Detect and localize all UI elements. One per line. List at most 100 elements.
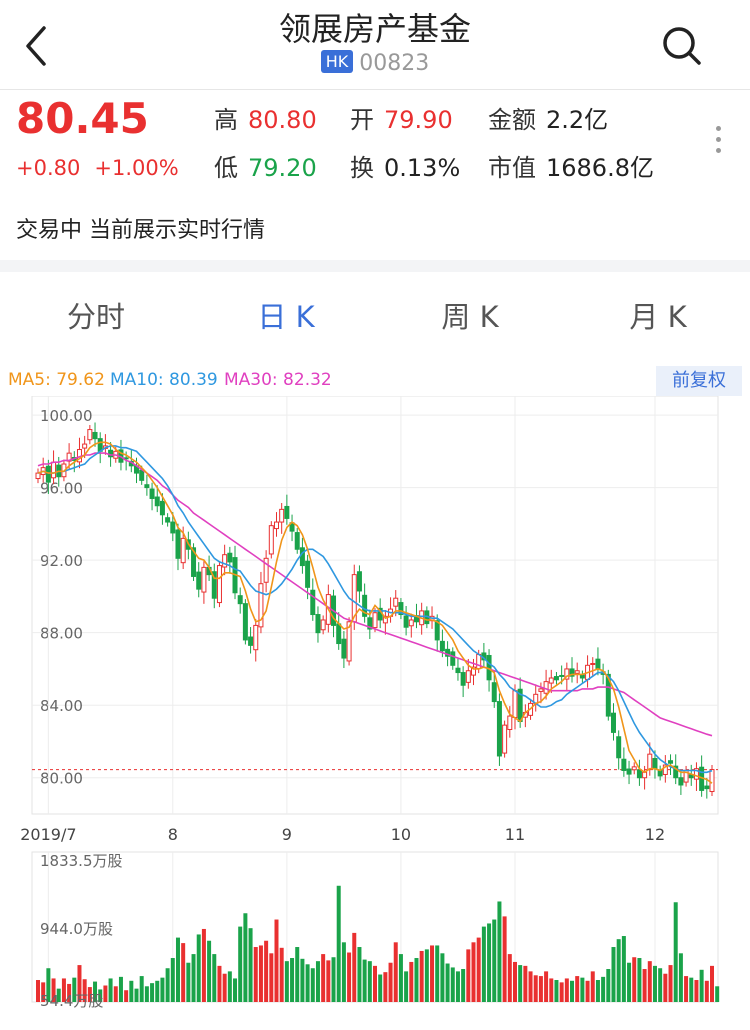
- candle-body: [315, 614, 321, 634]
- volume-bar: [36, 980, 40, 1002]
- candle-body: [538, 688, 544, 692]
- candle-body: [595, 658, 601, 670]
- open-stat: 开 79.90: [350, 106, 453, 134]
- volume-bar: [481, 926, 486, 1002]
- candle-body: [616, 736, 622, 759]
- tab-intraday[interactable]: 分时: [66, 300, 125, 334]
- candle-body: [284, 505, 290, 519]
- candle-body: [559, 674, 565, 677]
- volume-bar: [518, 965, 523, 1002]
- candle-body: [149, 488, 155, 499]
- volume-bar: [352, 932, 357, 1002]
- candle-body: [87, 429, 93, 441]
- candle-body: [548, 677, 554, 684]
- candle-body: [610, 712, 616, 733]
- volume-bar: [331, 957, 336, 1002]
- candle-body: [564, 668, 570, 680]
- candle-body: [170, 521, 176, 534]
- volume-bar: [373, 965, 377, 1002]
- candle-body: [403, 615, 409, 628]
- volume-bar: [487, 923, 492, 1002]
- x-tick-label: 10: [391, 825, 411, 844]
- volume-bar: [590, 971, 595, 1002]
- back-icon[interactable]: [18, 22, 58, 72]
- candle-body: [673, 765, 679, 779]
- volume-bar: [248, 928, 253, 1002]
- volume-bar: [191, 954, 196, 1002]
- volume-bar: [393, 942, 398, 1002]
- ma10-line: [37, 445, 713, 774]
- stock-name: 领展房产基金: [278, 10, 471, 48]
- volume-bar: [595, 980, 600, 1002]
- ma5-line: [37, 441, 713, 784]
- kline-chart[interactable]: 100.00 96.00 92.00 88.00 84.00 80.00 2019/7 8 9 1…: [0, 396, 750, 1030]
- candle-body: [211, 571, 217, 599]
- volume-bar: [155, 980, 160, 1002]
- volume-bar: [601, 976, 606, 1002]
- candle-body: [196, 571, 202, 590]
- volume-bar: [668, 965, 673, 1002]
- volume-bar: [512, 961, 517, 1002]
- candle-body: [159, 500, 165, 516]
- candle-body: [460, 672, 466, 686]
- candle-body: [507, 715, 513, 730]
- volume-bar: [450, 967, 455, 1002]
- candle-body: [346, 621, 352, 662]
- ma30-line: [37, 452, 713, 737]
- adjust-button[interactable]: 前复权: [656, 366, 742, 396]
- y-tick-label: 88.00: [40, 625, 83, 643]
- volume-bar: [238, 926, 243, 1002]
- candle-body: [678, 777, 684, 786]
- candle-body: [144, 484, 150, 489]
- candle-body: [248, 636, 254, 646]
- candle-body: [553, 676, 559, 681]
- candle-body: [268, 525, 274, 555]
- volume-bar: [362, 959, 367, 1002]
- volume-bar: [243, 913, 248, 1002]
- volume-bar: [129, 980, 134, 1002]
- volume-bar: [570, 980, 575, 1002]
- volume-bar: [279, 947, 284, 1002]
- volume-bar: [217, 965, 222, 1002]
- volume-bar: [72, 977, 77, 1002]
- candle-body: [310, 589, 316, 616]
- volume-bar: [528, 971, 533, 1002]
- volume-bar: [673, 902, 678, 1002]
- tab-weekly-k[interactable]: 周 K: [441, 300, 499, 334]
- volume-bar: [290, 958, 295, 1002]
- volume-bar: [658, 968, 663, 1002]
- volume-bar: [165, 968, 170, 1002]
- search-icon[interactable]: [660, 24, 704, 68]
- y-tick-label: 92.00: [40, 552, 83, 570]
- candle-body: [154, 496, 160, 507]
- tab-monthly-k[interactable]: 月 K: [629, 300, 687, 334]
- tab-daily-k[interactable]: 日 K: [257, 300, 315, 334]
- volume-bar: [404, 971, 409, 1002]
- volume-bar: [611, 947, 616, 1002]
- candle-body: [439, 640, 445, 652]
- candle-body: [191, 547, 197, 577]
- candle-body: [631, 766, 637, 771]
- volume-bar: [51, 978, 56, 1002]
- volume-bar: [175, 937, 180, 1002]
- candle-body: [82, 443, 88, 449]
- candle-body: [242, 603, 248, 641]
- volume-bar: [113, 986, 118, 1002]
- volume-bar: [77, 965, 82, 1002]
- candle-body: [222, 554, 228, 568]
- more-icon[interactable]: [712, 126, 724, 166]
- x-tick-label: 12: [645, 825, 665, 844]
- volume-bar: [564, 978, 569, 1002]
- volume-bar: [118, 976, 123, 1002]
- volume-bar: [507, 954, 512, 1002]
- candle-body: [512, 690, 518, 719]
- volume-bar: [222, 973, 227, 1002]
- volume-bar: [46, 968, 51, 1002]
- volume-bar: [388, 962, 393, 1002]
- volume-bar: [347, 952, 352, 1002]
- x-tick-label: 2019/7: [20, 825, 76, 844]
- volume-bar: [642, 969, 647, 1002]
- price-change: +0.80 +1.00%: [16, 156, 179, 180]
- volume-bar: [134, 988, 139, 1002]
- candle-body: [201, 566, 207, 593]
